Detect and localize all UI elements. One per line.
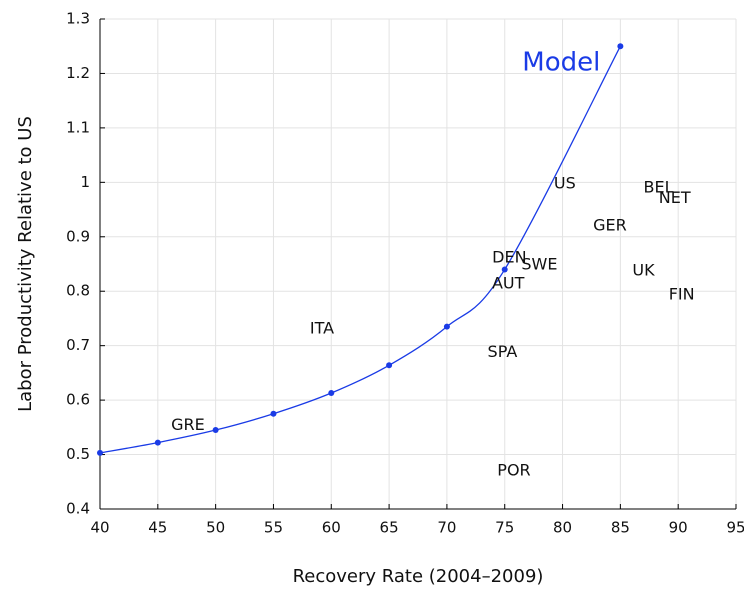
model-point [386, 362, 393, 369]
x-tick-label: 95 [726, 519, 744, 537]
y-tick-label: 0.9 [66, 227, 90, 245]
x-tick-label: 80 [553, 519, 572, 537]
y-tick-label: 0.6 [66, 391, 90, 409]
country-label: DEN [492, 248, 526, 267]
x-tick-label: 90 [669, 519, 688, 537]
country-label: GRE [171, 415, 205, 434]
model-point [212, 427, 219, 434]
y-tick-label: 0.5 [66, 445, 90, 463]
country-label: UK [632, 261, 655, 280]
country-label: NET [659, 188, 691, 207]
y-tick-label: 1.2 [66, 64, 90, 82]
country-label: AUT [492, 274, 525, 293]
model-point [270, 410, 277, 417]
model-point [97, 449, 103, 456]
x-tick-label: 60 [322, 519, 341, 537]
country-label: US [554, 173, 576, 192]
y-tick-label: 1.3 [66, 10, 90, 28]
y-tick-label: 1.1 [66, 118, 90, 136]
model-line [99, 45, 621, 454]
model-point [154, 439, 161, 446]
x-tick-label: 70 [437, 519, 456, 537]
country-label: BEL [644, 177, 674, 196]
model-point [501, 266, 508, 273]
y-tick-label: 0.4 [66, 500, 90, 518]
y-axis-label: Labor Productivity Relative to US [15, 116, 36, 412]
country-label: ITA [310, 318, 334, 337]
country-label: FIN [669, 285, 695, 304]
x-tick-label: 65 [380, 519, 399, 537]
x-tick-label: 50 [206, 519, 225, 537]
model-point [617, 43, 624, 50]
country-label: POR [497, 460, 530, 479]
x-tick-label: 55 [264, 519, 283, 537]
x-tick-label: 75 [495, 519, 514, 537]
country-label: SWE [521, 255, 557, 274]
model-point [328, 390, 335, 397]
x-tick-label: 40 [90, 519, 109, 537]
country-label: GER [593, 215, 627, 234]
x-tick-label: 45 [148, 519, 167, 537]
x-axis-label: Recovery Rate (2004–2009) [293, 566, 544, 587]
series-label: Model [522, 48, 600, 78]
x-tick-label: 85 [611, 519, 630, 537]
y-tick-label: 0.7 [66, 336, 90, 354]
country-label: SPA [488, 342, 518, 361]
y-tick-label: 0.8 [66, 282, 90, 300]
y-tick-label: 1 [80, 173, 90, 191]
model-point [443, 323, 450, 330]
